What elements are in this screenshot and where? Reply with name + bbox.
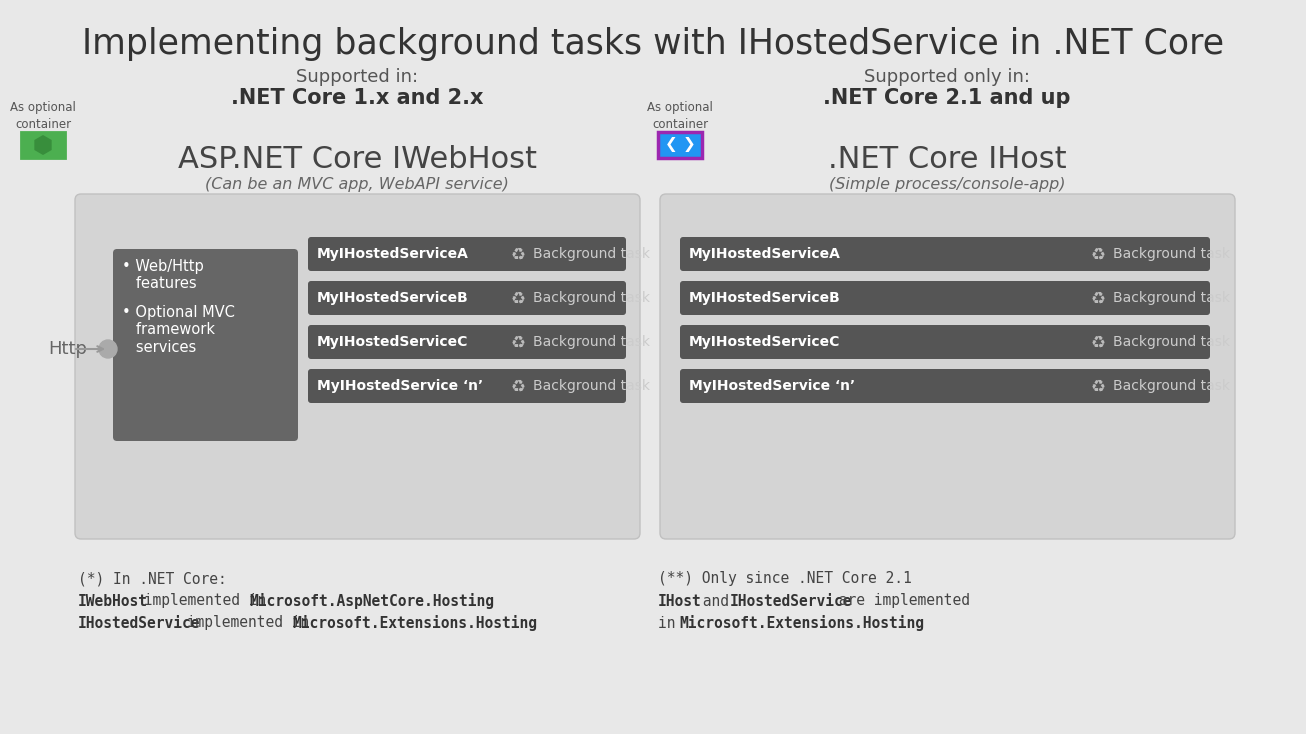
Text: ♻: ♻: [511, 333, 525, 351]
FancyBboxPatch shape: [680, 281, 1209, 315]
FancyBboxPatch shape: [308, 325, 626, 359]
Text: in: in: [658, 616, 684, 631]
Text: Implementing background tasks with IHostedService in .NET Core: Implementing background tasks with IHost…: [82, 27, 1224, 61]
Bar: [21, 132, 65, 158]
Text: MyIHostedService ‘n’: MyIHostedService ‘n’: [690, 379, 855, 393]
Bar: [658, 132, 703, 158]
Text: • Web/Http: • Web/Http: [121, 258, 204, 274]
FancyBboxPatch shape: [114, 249, 298, 441]
Text: As optional
container: As optional container: [646, 101, 713, 131]
Text: Background task: Background task: [533, 247, 650, 261]
Text: MyIHostedServiceB: MyIHostedServiceB: [317, 291, 469, 305]
Text: .NET Core IHost: .NET Core IHost: [828, 145, 1066, 173]
Text: ♻: ♻: [1091, 289, 1105, 307]
Text: (**) Only since .NET Core 2.1: (**) Only since .NET Core 2.1: [658, 572, 912, 586]
FancyBboxPatch shape: [680, 237, 1209, 271]
FancyBboxPatch shape: [308, 369, 626, 403]
Text: Background task: Background task: [1113, 247, 1230, 261]
Text: IHost: IHost: [658, 594, 701, 608]
Text: .NET Core 1.x and 2.x: .NET Core 1.x and 2.x: [231, 88, 483, 108]
Text: IHostedService: IHostedService: [730, 594, 852, 608]
Text: MyIHostedServiceA: MyIHostedServiceA: [690, 247, 841, 261]
Text: services: services: [121, 341, 196, 355]
Text: ♻: ♻: [511, 377, 525, 395]
Text: IWebHost: IWebHost: [78, 594, 148, 608]
Text: • Optional MVC: • Optional MVC: [121, 305, 235, 319]
Circle shape: [99, 340, 118, 358]
Text: features: features: [121, 277, 197, 291]
FancyBboxPatch shape: [74, 194, 640, 539]
Text: Background task: Background task: [1113, 291, 1230, 305]
Text: IHostedService: IHostedService: [78, 616, 201, 631]
FancyBboxPatch shape: [680, 325, 1209, 359]
Text: .NET Core 2.1 and up: .NET Core 2.1 and up: [823, 88, 1071, 108]
Text: MyIHostedService ‘n’: MyIHostedService ‘n’: [317, 379, 483, 393]
Text: ❮ ❯: ❮ ❯: [665, 137, 695, 153]
Text: implemented in: implemented in: [136, 594, 276, 608]
FancyBboxPatch shape: [308, 281, 626, 315]
Text: framework: framework: [121, 322, 215, 338]
Text: MyIHostedServiceC: MyIHostedServiceC: [690, 335, 840, 349]
Text: (*) In .NET Core:: (*) In .NET Core:: [78, 572, 227, 586]
Text: implemented in: implemented in: [178, 616, 319, 631]
Text: Background task: Background task: [1113, 379, 1230, 393]
Text: ♻: ♻: [511, 245, 525, 263]
Text: ♻: ♻: [1091, 245, 1105, 263]
Text: Microsoft.Extensions.Hosting: Microsoft.Extensions.Hosting: [293, 615, 538, 631]
Text: ♻: ♻: [1091, 333, 1105, 351]
Text: MyIHostedServiceC: MyIHostedServiceC: [317, 335, 469, 349]
Text: (Simple process/console-app): (Simple process/console-app): [829, 176, 1066, 192]
Text: (Can be an MVC app, WebAPI service): (Can be an MVC app, WebAPI service): [205, 176, 509, 192]
Text: Supported only in:: Supported only in:: [865, 68, 1030, 86]
Text: Background task: Background task: [533, 379, 650, 393]
Text: MyIHostedServiceA: MyIHostedServiceA: [317, 247, 469, 261]
Text: ASP.NET Core IWebHost: ASP.NET Core IWebHost: [178, 145, 537, 173]
FancyBboxPatch shape: [660, 194, 1235, 539]
Text: As optional
container: As optional container: [10, 101, 76, 131]
FancyBboxPatch shape: [308, 237, 626, 271]
Text: ♻: ♻: [511, 289, 525, 307]
Text: MyIHostedServiceB: MyIHostedServiceB: [690, 291, 841, 305]
Text: and: and: [693, 594, 738, 608]
Text: Supported in:: Supported in:: [296, 68, 418, 86]
Text: Background task: Background task: [533, 335, 650, 349]
Text: Background task: Background task: [1113, 335, 1230, 349]
Text: Background task: Background task: [533, 291, 650, 305]
Text: are implemented: are implemented: [829, 594, 969, 608]
Text: Microsoft.Extensions.Hosting: Microsoft.Extensions.Hosting: [679, 615, 925, 631]
Text: Microsoft.AspNetCore.Hosting: Microsoft.AspNetCore.Hosting: [249, 593, 495, 609]
Text: Http: Http: [48, 340, 88, 358]
FancyBboxPatch shape: [680, 369, 1209, 403]
Text: ♻: ♻: [1091, 377, 1105, 395]
